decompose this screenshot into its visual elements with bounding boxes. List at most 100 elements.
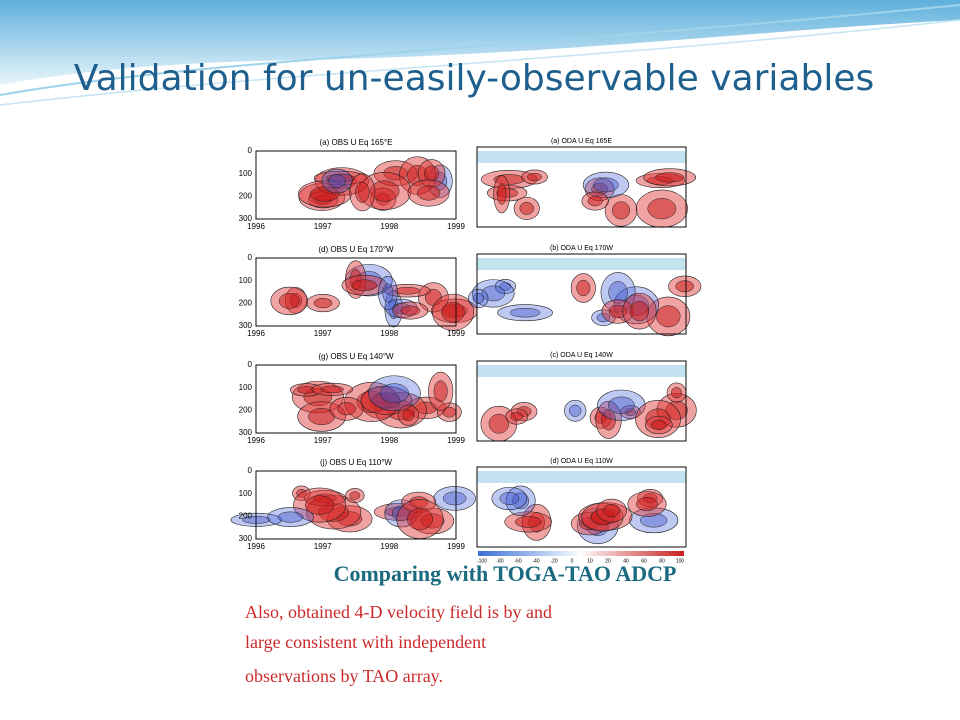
left-plot-border bbox=[255, 257, 457, 327]
contour-line bbox=[497, 183, 507, 205]
negative-contour bbox=[468, 288, 489, 309]
x-tick-label: 1998 bbox=[380, 222, 398, 231]
right-panel-title: (a) ODA U Eq 165E bbox=[551, 138, 612, 145]
negative-contour bbox=[597, 389, 646, 421]
swoosh-line bbox=[0, 4, 960, 96]
contour-line bbox=[382, 283, 394, 303]
contour-line bbox=[509, 307, 541, 318]
contour-line bbox=[568, 404, 582, 417]
y-tick-label: 200 bbox=[239, 191, 253, 200]
contour-line bbox=[656, 305, 681, 328]
contour-line bbox=[611, 201, 631, 220]
negative-contour bbox=[505, 485, 536, 517]
colorbar-label: -100 bbox=[477, 558, 487, 564]
negative-contour bbox=[472, 279, 515, 308]
contour-line bbox=[515, 516, 542, 528]
x-tick-label: 1999 bbox=[447, 222, 465, 231]
colorbar-label: 100 bbox=[676, 558, 685, 564]
contour-line bbox=[493, 174, 525, 185]
swoosh-line bbox=[0, 19, 960, 106]
colorbar-label: 0 bbox=[571, 558, 574, 564]
caption: Comparing with TOGA-TAO ADCP bbox=[334, 561, 677, 586]
contour-line bbox=[675, 280, 694, 293]
x-tick-label: 1996 bbox=[247, 542, 265, 551]
surface-band bbox=[477, 151, 686, 163]
negative-contour bbox=[433, 486, 476, 511]
right-panel-title: (d) ODA U Eq 110W bbox=[550, 458, 613, 465]
y-tick-label: 300 bbox=[239, 321, 253, 330]
contour-line bbox=[355, 181, 370, 203]
contour-line bbox=[651, 419, 667, 431]
surface-band bbox=[477, 258, 686, 270]
negative-contour bbox=[497, 304, 553, 322]
colorbar-label: -20 bbox=[550, 558, 557, 564]
y-tick-label: 0 bbox=[248, 253, 253, 262]
x-tick-label: 1997 bbox=[314, 436, 332, 445]
slide-title: Validation for un-easily-observable vari… bbox=[74, 58, 874, 99]
negative-contour bbox=[378, 275, 398, 311]
y-tick-label: 300 bbox=[239, 534, 253, 543]
left-plot-border bbox=[255, 364, 457, 434]
left-panel-title: (j) OBS U Eq 110°W bbox=[320, 458, 392, 467]
contour-line bbox=[499, 282, 512, 291]
contour-line bbox=[441, 301, 465, 323]
contour-line bbox=[394, 286, 421, 295]
contour-line bbox=[406, 508, 433, 531]
y-tick-label: 100 bbox=[239, 276, 253, 285]
right-plot-border bbox=[476, 146, 687, 228]
contour-line bbox=[305, 495, 335, 515]
paragraph-line: observations by TAO array. bbox=[245, 666, 443, 686]
negative-contour bbox=[564, 399, 587, 422]
right-panel-title: (c) ODA U Eq 140W bbox=[550, 352, 613, 359]
contour-line bbox=[423, 165, 440, 182]
y-tick-label: 0 bbox=[248, 146, 253, 155]
contour-line bbox=[512, 492, 529, 510]
contour-line bbox=[351, 279, 377, 292]
contour-line bbox=[277, 511, 304, 523]
right-panel-title: (b) ODA U Eq 170W bbox=[550, 245, 613, 252]
contour-line bbox=[630, 300, 649, 322]
right-plot-border bbox=[476, 253, 687, 335]
contour-line bbox=[379, 383, 409, 404]
y-tick-label: 0 bbox=[248, 360, 253, 369]
left-plot-border bbox=[255, 470, 457, 540]
contour-line bbox=[328, 174, 346, 188]
x-tick-label: 1999 bbox=[447, 542, 465, 551]
negative-contour bbox=[582, 171, 630, 199]
left-plot-frame bbox=[255, 150, 457, 220]
contour-line bbox=[416, 185, 441, 201]
x-tick-label: 1997 bbox=[314, 329, 332, 338]
y-tick-label: 300 bbox=[239, 214, 253, 223]
contour-line bbox=[481, 285, 506, 302]
colorbar-label: 10 bbox=[587, 558, 593, 564]
contour-line bbox=[308, 408, 336, 425]
contour-line bbox=[603, 503, 621, 518]
y-tick-label: 300 bbox=[239, 428, 253, 437]
contour-line bbox=[671, 387, 683, 399]
contour-line bbox=[402, 409, 415, 422]
x-tick-label: 1996 bbox=[247, 222, 265, 231]
y-tick-label: 100 bbox=[239, 489, 253, 498]
contour-line bbox=[424, 289, 442, 306]
right-plot-border bbox=[476, 360, 687, 442]
x-tick-label: 1998 bbox=[380, 436, 398, 445]
contour-line bbox=[499, 492, 520, 505]
contour-line bbox=[313, 297, 333, 309]
contour-line bbox=[593, 177, 619, 193]
contour-line bbox=[325, 173, 355, 182]
surface-band bbox=[477, 365, 686, 377]
colorbar-label: -60 bbox=[514, 558, 521, 564]
surface-band bbox=[477, 471, 686, 483]
x-tick-label: 1996 bbox=[247, 329, 265, 338]
contour-line bbox=[320, 385, 344, 394]
colorbar-label: -40 bbox=[532, 558, 539, 564]
y-tick-label: 100 bbox=[239, 383, 253, 392]
colorbar-label: 20 bbox=[605, 558, 611, 564]
contour-line bbox=[636, 496, 658, 512]
header-swoosh bbox=[0, 0, 960, 85]
contour-line bbox=[370, 180, 400, 202]
contour-line bbox=[472, 293, 484, 304]
